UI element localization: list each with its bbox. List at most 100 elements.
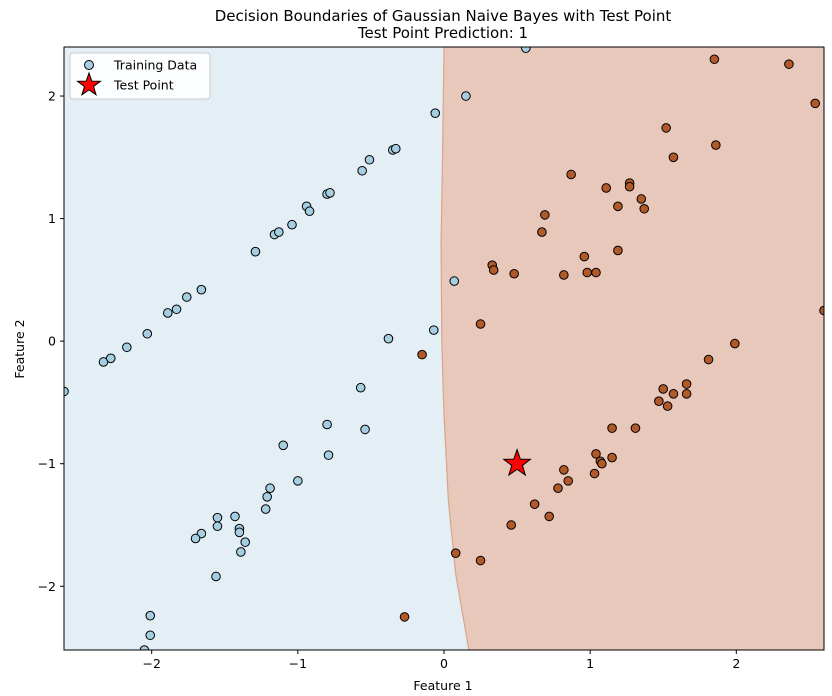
y-tick-label: 2 [48, 89, 56, 104]
training-point-class-0 [383, 333, 394, 344]
y-axis-label: Feature 2 [12, 319, 27, 378]
training-point-class-1 [563, 476, 574, 486]
training-point-class-1 [613, 245, 623, 256]
training-point-class-1 [537, 227, 547, 237]
training-point-class-0 [190, 533, 201, 544]
training-point-class-0 [260, 504, 271, 514]
training-point-class-1 [582, 267, 593, 278]
training-point-class-1 [559, 270, 569, 280]
training-point-class-0 [355, 382, 366, 393]
legend-training-marker [84, 60, 94, 70]
training-point-class-0 [293, 476, 303, 486]
training-point-class-0 [360, 424, 370, 435]
training-point-class-1 [488, 265, 499, 275]
training-point-class-1 [630, 423, 641, 433]
training-point-class-0 [278, 440, 289, 451]
training-point-class-1 [661, 123, 671, 133]
training-point-class-0 [240, 537, 251, 547]
training-point-class-1 [810, 98, 821, 109]
training-point-class-0 [265, 483, 275, 494]
training-point-class-0 [364, 154, 375, 165]
training-point-class-0 [287, 219, 297, 230]
training-point-class-1 [681, 389, 692, 399]
x-tick-label: −1 [289, 656, 307, 671]
training-point-class-0 [212, 521, 223, 532]
training-points [64, 47, 824, 650]
legend: Training Data Test Point [69, 52, 211, 100]
chart-subtitle: Test Point Prediction: 1 [357, 24, 528, 42]
training-point-class-1 [589, 468, 600, 479]
training-point-class-0 [521, 47, 531, 54]
training-point-class-1 [668, 389, 679, 399]
training-point-class-0 [105, 353, 116, 364]
class-1-region [441, 47, 824, 650]
training-point-class-1 [509, 268, 519, 279]
training-point-class-0 [162, 308, 173, 318]
legend-test-marker [76, 71, 102, 96]
training-point-class-1 [591, 449, 601, 459]
training-point-class-1 [658, 384, 669, 394]
training-point-class-0 [122, 342, 132, 353]
chart-title: Decision Boundaries of Gaussian Naive Ba… [215, 7, 672, 25]
training-point-class-0 [325, 188, 335, 198]
training-point-class-0 [145, 610, 156, 621]
y-tick-label: −2 [38, 579, 56, 594]
training-point-class-1 [613, 201, 623, 212]
training-point-class-1 [709, 54, 720, 65]
training-point-class-1 [654, 396, 664, 407]
training-point-class-0 [390, 143, 401, 154]
training-point-class-1 [636, 194, 647, 204]
training-point-class-1 [591, 267, 601, 278]
training-point-class-1 [559, 465, 569, 475]
training-point-class-0 [236, 547, 246, 557]
training-point-class-0 [145, 630, 156, 641]
training-point-class-1 [597, 458, 607, 469]
training-point-class-1 [544, 511, 555, 522]
training-point-class-0 [212, 512, 223, 523]
training-point-class-1 [475, 555, 486, 566]
training-point-class-0 [357, 165, 367, 176]
y-axis-ticks: −2 −1 0 1 2 [38, 89, 64, 594]
training-point-class-1 [399, 612, 410, 622]
training-point-class-1 [450, 548, 461, 558]
training-point-class-1 [553, 483, 563, 494]
training-point-class-1 [819, 305, 824, 316]
test-point-marker [502, 448, 532, 477]
training-point-class-0 [322, 419, 332, 430]
x-tick-label: 0 [440, 656, 448, 671]
training-point-class-1 [506, 520, 517, 530]
training-point-class-0 [304, 206, 315, 217]
training-point-class-0 [139, 645, 150, 650]
legend-test-label: Test Point [113, 78, 174, 93]
training-point-class-1 [607, 452, 617, 463]
training-point-class-0 [449, 276, 460, 286]
training-point-class-0 [234, 527, 245, 538]
legend-box [69, 52, 211, 100]
training-point-class-1 [703, 354, 714, 365]
training-point-class-1 [784, 59, 794, 69]
training-point-class-0 [250, 246, 261, 257]
training-point-class-1 [475, 319, 486, 329]
x-tick-label: −2 [142, 656, 160, 671]
training-point-class-0 [211, 571, 221, 582]
y-tick-label: 0 [48, 334, 56, 349]
training-point-class-1 [668, 152, 679, 163]
x-tick-label: 2 [732, 656, 740, 671]
training-point-class-0 [323, 450, 334, 460]
training-point-class-0 [181, 292, 192, 302]
class-0-region [64, 47, 469, 650]
training-point-class-1 [566, 169, 576, 180]
training-point-class-1 [711, 140, 721, 150]
y-tick-label: −1 [38, 456, 56, 471]
training-point-class-1 [681, 379, 692, 389]
training-point-class-1 [540, 210, 550, 220]
training-point-class-0 [262, 491, 272, 502]
training-point-class-0 [171, 304, 182, 315]
legend-training-label: Training Data [113, 58, 197, 73]
training-point-class-1 [639, 203, 650, 214]
training-point-class-1 [662, 401, 673, 411]
training-point-class-1 [579, 251, 590, 262]
training-point-class-0 [428, 325, 439, 335]
decision-boundary-line [440, 47, 470, 650]
